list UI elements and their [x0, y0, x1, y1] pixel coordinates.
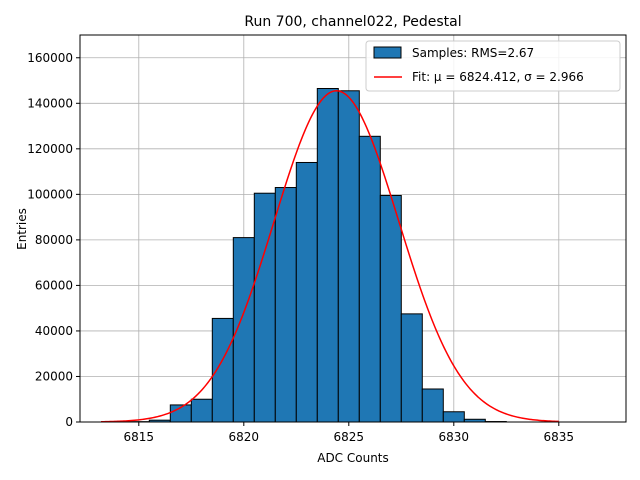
legend-label-fit: Fit: μ = 6824.412, σ = 2.966 — [412, 70, 584, 84]
legend-label-samples: Samples: RMS=2.67 — [412, 46, 534, 60]
y-tick-label: 100000 — [27, 187, 73, 201]
histogram-bar — [295, 161, 318, 423]
y-tick-label: 160000 — [27, 51, 73, 65]
histogram-bar — [337, 90, 360, 423]
x-tick-label: 6825 — [334, 430, 365, 444]
chart-title: Run 700, channel022, Pedestal — [244, 14, 461, 30]
legend: Samples: RMS=2.67 Fit: μ = 6824.412, σ =… — [365, 40, 621, 92]
x-tick-label: 6830 — [439, 430, 470, 444]
plot-frame — [79, 34, 627, 423]
y-tick-label: 140000 — [27, 96, 73, 110]
y-tick-label: 20000 — [35, 369, 73, 383]
histogram-bar — [316, 87, 339, 423]
histogram-bar — [358, 135, 381, 423]
histogram-bar — [442, 411, 465, 423]
histogram-bar — [379, 194, 402, 423]
y-tick-label: 80000 — [35, 233, 73, 247]
y-tick-label: 0 — [65, 415, 73, 429]
histogram-bar — [274, 187, 297, 423]
y-axis-ticks: 0 20000 40000 60000 80000 100000 120000 140000 1… — [27, 51, 80, 429]
x-axis-label: ADC Counts — [317, 451, 389, 465]
histogram-bar — [190, 398, 213, 423]
x-axis-ticks: 6815 6820 6825 6830 6835 — [124, 422, 575, 444]
x-tick-label: 6835 — [544, 430, 575, 444]
legend-swatch-samples — [373, 46, 402, 59]
gaussian-fit-curve — [100, 90, 559, 423]
y-axis-label: Entries — [15, 208, 29, 250]
y-tick-label: 60000 — [35, 278, 73, 292]
legend-box — [365, 40, 621, 92]
x-tick-label: 6820 — [229, 430, 260, 444]
histogram-bar — [211, 317, 234, 423]
y-tick-label: 40000 — [35, 324, 73, 338]
x-tick-label: 6815 — [124, 430, 155, 444]
histogram-bar — [400, 313, 423, 423]
histogram-bars — [106, 87, 507, 423]
histogram-bar — [421, 388, 444, 423]
y-tick-label: 120000 — [27, 142, 73, 156]
